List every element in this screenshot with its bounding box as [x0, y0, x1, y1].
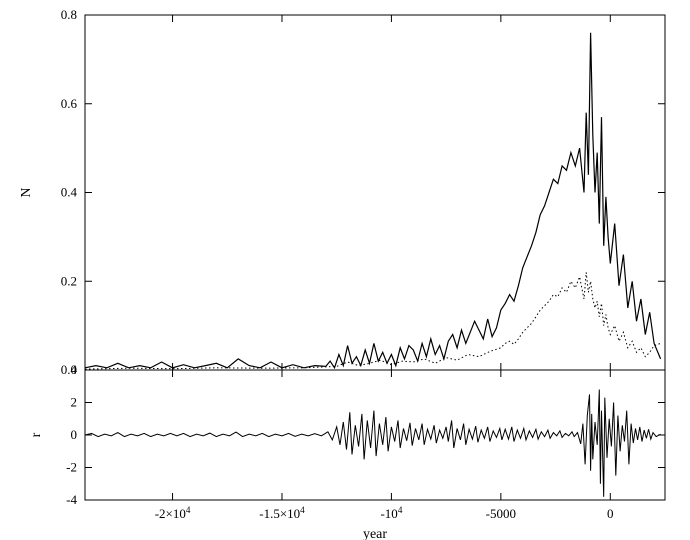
ytick-bot: -4: [66, 492, 77, 507]
ytick-top: 0.4: [61, 185, 78, 200]
ytick-bot: -2: [66, 460, 77, 475]
xlabel: year: [363, 527, 387, 540]
chart-root: 0.00.20.40.60.8N-4-2024r-2×104-1.5×104-1…: [0, 0, 690, 540]
ytick-top: 0.6: [61, 96, 78, 111]
xtick-label: -1.5×104: [259, 505, 305, 521]
ytick-bot: 2: [71, 395, 78, 410]
xtick-label: 0: [607, 506, 614, 521]
ytick-bot: 4: [71, 362, 78, 377]
xtick-label: -2×104: [155, 505, 191, 521]
ytick-top: 0.2: [61, 273, 77, 288]
ytick-top: 0.8: [61, 7, 77, 22]
ylabel-top: N: [19, 187, 34, 197]
ytick-bot: 0: [71, 427, 78, 442]
xtick-label: -5000: [486, 506, 516, 521]
ylabel-bot: r: [29, 432, 44, 437]
